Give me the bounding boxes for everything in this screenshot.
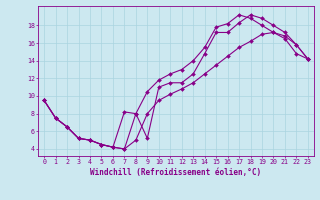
X-axis label: Windchill (Refroidissement éolien,°C): Windchill (Refroidissement éolien,°C) [91,168,261,177]
